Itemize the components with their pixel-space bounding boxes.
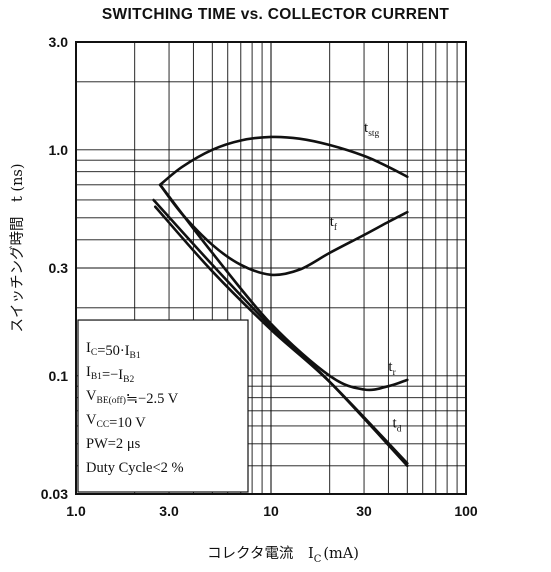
condition-line: VCC=10 V (86, 412, 146, 431)
x-tick-label: 30 (356, 503, 372, 519)
y-tick-label: 0.3 (49, 260, 69, 276)
series-label-sub: d (397, 425, 402, 435)
series-label-tstg: tstg (364, 120, 380, 139)
plot-frame (75, 41, 467, 495)
y-tick-label: 1.0 (49, 142, 69, 158)
x-tick-label: 1.0 (66, 503, 86, 519)
condition-line: VBE(off)≒−2.5 V (86, 388, 179, 407)
y-axis-title-part: t (10, 192, 26, 202)
condition-text: % (168, 460, 184, 476)
condition-subscript: B2 (123, 375, 134, 385)
y-tick-label: 0.1 (49, 368, 69, 384)
series-line-tf (158, 183, 409, 277)
conditions-box (77, 319, 249, 493)
condition-text: V (86, 412, 97, 428)
y-axis-title-part: (ns) (10, 163, 26, 191)
condition-line: Duty Cycle<2 % (86, 460, 184, 476)
condition-text: V (132, 415, 146, 431)
series (152, 135, 409, 468)
x-axis-title-part: I (308, 546, 314, 562)
condition-subscript: CC (96, 420, 109, 430)
condition-text: V (164, 391, 178, 407)
series-line-unlabeled (153, 205, 409, 465)
condition-text: =−I (102, 367, 123, 383)
series-line-tstg (158, 135, 409, 187)
condition-text: =10 (109, 415, 132, 431)
condition-text: V (86, 388, 97, 404)
condition-text: ≒−2.5 (126, 391, 164, 407)
condition-line: IC=50·IB1 (86, 340, 141, 361)
x-tick-label: 3.0 (159, 503, 179, 519)
series-label-tf: tf (330, 214, 338, 233)
condition-text: =50·I (97, 343, 130, 359)
x-axis-title-part: (mA) (323, 546, 359, 562)
y-axis-title: スイッチング時間 t (ns) (9, 163, 26, 332)
x-axis-title: コレクタ電流 IC (mA) (207, 545, 359, 565)
series-line-tr (158, 183, 409, 392)
condition-subscript: BE(off) (96, 395, 125, 406)
axis-titles: コレクタ電流 IC (mA)スイッチング時間 t (ns) (9, 163, 359, 565)
x-axis-title-part: コレクタ電流 (207, 545, 308, 562)
series-label-main: t (330, 214, 335, 230)
condition-line: PW=2 μs (86, 436, 141, 452)
series-label-main: t (393, 416, 398, 432)
condition-text: Duty Cycle<2 (86, 460, 168, 476)
tick-labels: 1.0 3.0 10 30 100 3.0 1.0 0.3 0.1 0.03 (41, 34, 478, 519)
chart-title: SWITCHING TIME vs. COLLECTOR CURRENT (101, 6, 450, 23)
condition-subscript: C (91, 348, 97, 358)
series-label-sub: stg (368, 129, 379, 139)
series-label-sub: f (334, 222, 338, 233)
series-label-sub: r (393, 368, 397, 378)
x-tick-label: 100 (454, 503, 478, 519)
condition-text: I (86, 340, 91, 356)
condition-text: PW=2 (86, 436, 123, 452)
series-label-tr: tr (388, 359, 396, 378)
condition-subscript: B1 (91, 372, 102, 382)
condition-subscript: B1 (130, 351, 141, 361)
y-tick-label: 3.0 (49, 34, 69, 50)
x-tick-label: 10 (263, 503, 279, 519)
condition-text: I (86, 364, 91, 380)
series-label-td: td (393, 416, 402, 435)
series-label-main: t (364, 120, 369, 136)
condition-line: IB1=−IB2 (86, 364, 134, 385)
x-axis-title-part: C (314, 554, 322, 565)
condition-text: μs (123, 436, 140, 452)
series-label-main: t (388, 359, 393, 375)
y-axis-title-part: スイッチング時間 (9, 202, 26, 333)
y-tick-label: 0.03 (41, 486, 68, 502)
